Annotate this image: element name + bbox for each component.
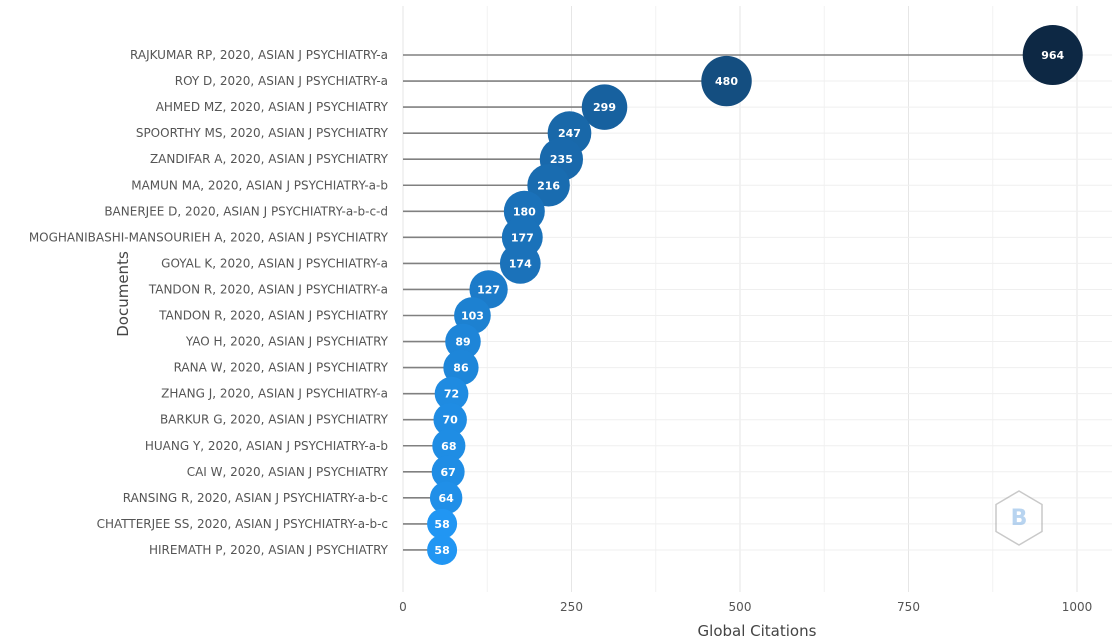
category-label: GOYAL K, 2020, ASIAN J PSYCHIATRY-a <box>161 256 388 270</box>
category-label: RANA W, 2020, ASIAN J PSYCHIATRY <box>174 361 389 375</box>
x-tick-label: 750 <box>897 600 920 614</box>
x-axis-title: Global Citations <box>698 622 817 640</box>
data-label: 72 <box>444 388 459 401</box>
category-label: HUANG Y, 2020, ASIAN J PSYCHIATRY-a-b <box>145 439 388 453</box>
data-point <box>427 534 458 565</box>
data-point <box>445 323 481 360</box>
category-label: TANDON R, 2020, ASIAN J PSYCHIATRY <box>158 309 389 323</box>
data-point <box>527 163 570 207</box>
data-point <box>432 429 466 463</box>
category-label: YAO H, 2020, ASIAN J PSYCHIATRY <box>185 335 389 349</box>
svg-text:B: B <box>1011 506 1028 531</box>
data-point <box>434 376 469 411</box>
x-tick-label: 0 <box>399 600 407 614</box>
category-labels: RAJKUMAR RP, 2020, ASIAN J PSYCHIATRY-a R… <box>29 48 389 557</box>
data-label: 247 <box>558 127 581 140</box>
data-label: 480 <box>715 75 738 88</box>
data-label: 64 <box>438 492 454 505</box>
data-label: 964 <box>1041 49 1064 62</box>
data-point <box>581 84 628 130</box>
data-point <box>429 481 463 515</box>
x-tick-labels: 0 250 500 750 1000 <box>399 600 1092 614</box>
data-label: 299 <box>593 101 616 114</box>
data-label: 127 <box>477 283 500 296</box>
data-label: 67 <box>441 466 456 479</box>
data-label: 86 <box>453 362 469 375</box>
category-label: ROY D, 2020, ASIAN J PSYCHIATRY-a <box>175 74 388 88</box>
category-label: CAI W, 2020, ASIAN J PSYCHIATRY <box>187 465 389 479</box>
bibliometrix-logo-icon: B <box>995 490 1043 546</box>
x-tick-label: 250 <box>560 600 583 614</box>
data-label: 58 <box>434 518 449 531</box>
data-point <box>1022 25 1083 85</box>
data-label: 180 <box>513 205 536 218</box>
category-label: BANERJEE D, 2020, ASIAN J PSYCHIATRY-a-b… <box>104 204 388 218</box>
category-label: HIREMATH P, 2020, ASIAN J PSYCHIATRY <box>149 543 389 557</box>
category-label: SPOORTHY MS, 2020, ASIAN J PSYCHIATRY <box>136 126 389 140</box>
data-label: 68 <box>441 440 456 453</box>
data-label: 70 <box>443 414 459 427</box>
data-point <box>433 402 467 437</box>
data-point <box>443 349 479 386</box>
x-tick-label: 500 <box>729 600 752 614</box>
data-point <box>431 455 465 489</box>
data-label: 235 <box>550 153 573 166</box>
category-label: TANDON R, 2020, ASIAN J PSYCHIATRY-a <box>148 282 388 296</box>
category-label: RANSING R, 2020, ASIAN J PSYCHIATRY-a-b-… <box>123 491 388 505</box>
category-label: AHMED MZ, 2020, ASIAN J PSYCHIATRY <box>156 100 389 114</box>
category-label: CHATTERJEE SS, 2020, ASIAN J PSYCHIATRY-… <box>97 517 388 531</box>
data-point <box>701 55 752 107</box>
x-tick-label: 1000 <box>1062 600 1093 614</box>
data-label: 103 <box>461 310 484 323</box>
y-axis-title: Documents <box>114 251 132 337</box>
category-label: ZANDIFAR A, 2020, ASIAN J PSYCHIATRY <box>150 152 389 166</box>
data-label: 58 <box>434 544 449 557</box>
data-label: 216 <box>537 179 560 192</box>
data-label: 177 <box>511 231 534 244</box>
category-label: MOGHANIBASHI-MANSOURIEH A, 2020, ASIAN J… <box>29 230 389 244</box>
data-label: 89 <box>455 336 470 349</box>
category-label: RAJKUMAR RP, 2020, ASIAN J PSYCHIATRY-a <box>130 48 388 62</box>
category-label: ZHANG J, 2020, ASIAN J PSYCHIATRY-a <box>161 387 388 401</box>
category-label: MAMUN MA, 2020, ASIAN J PSYCHIATRY-a-b <box>131 178 388 192</box>
data-point <box>499 243 541 284</box>
data-point <box>427 508 458 539</box>
data-label: 174 <box>509 257 532 270</box>
category-label: BARKUR G, 2020, ASIAN J PSYCHIATRY <box>160 413 389 427</box>
